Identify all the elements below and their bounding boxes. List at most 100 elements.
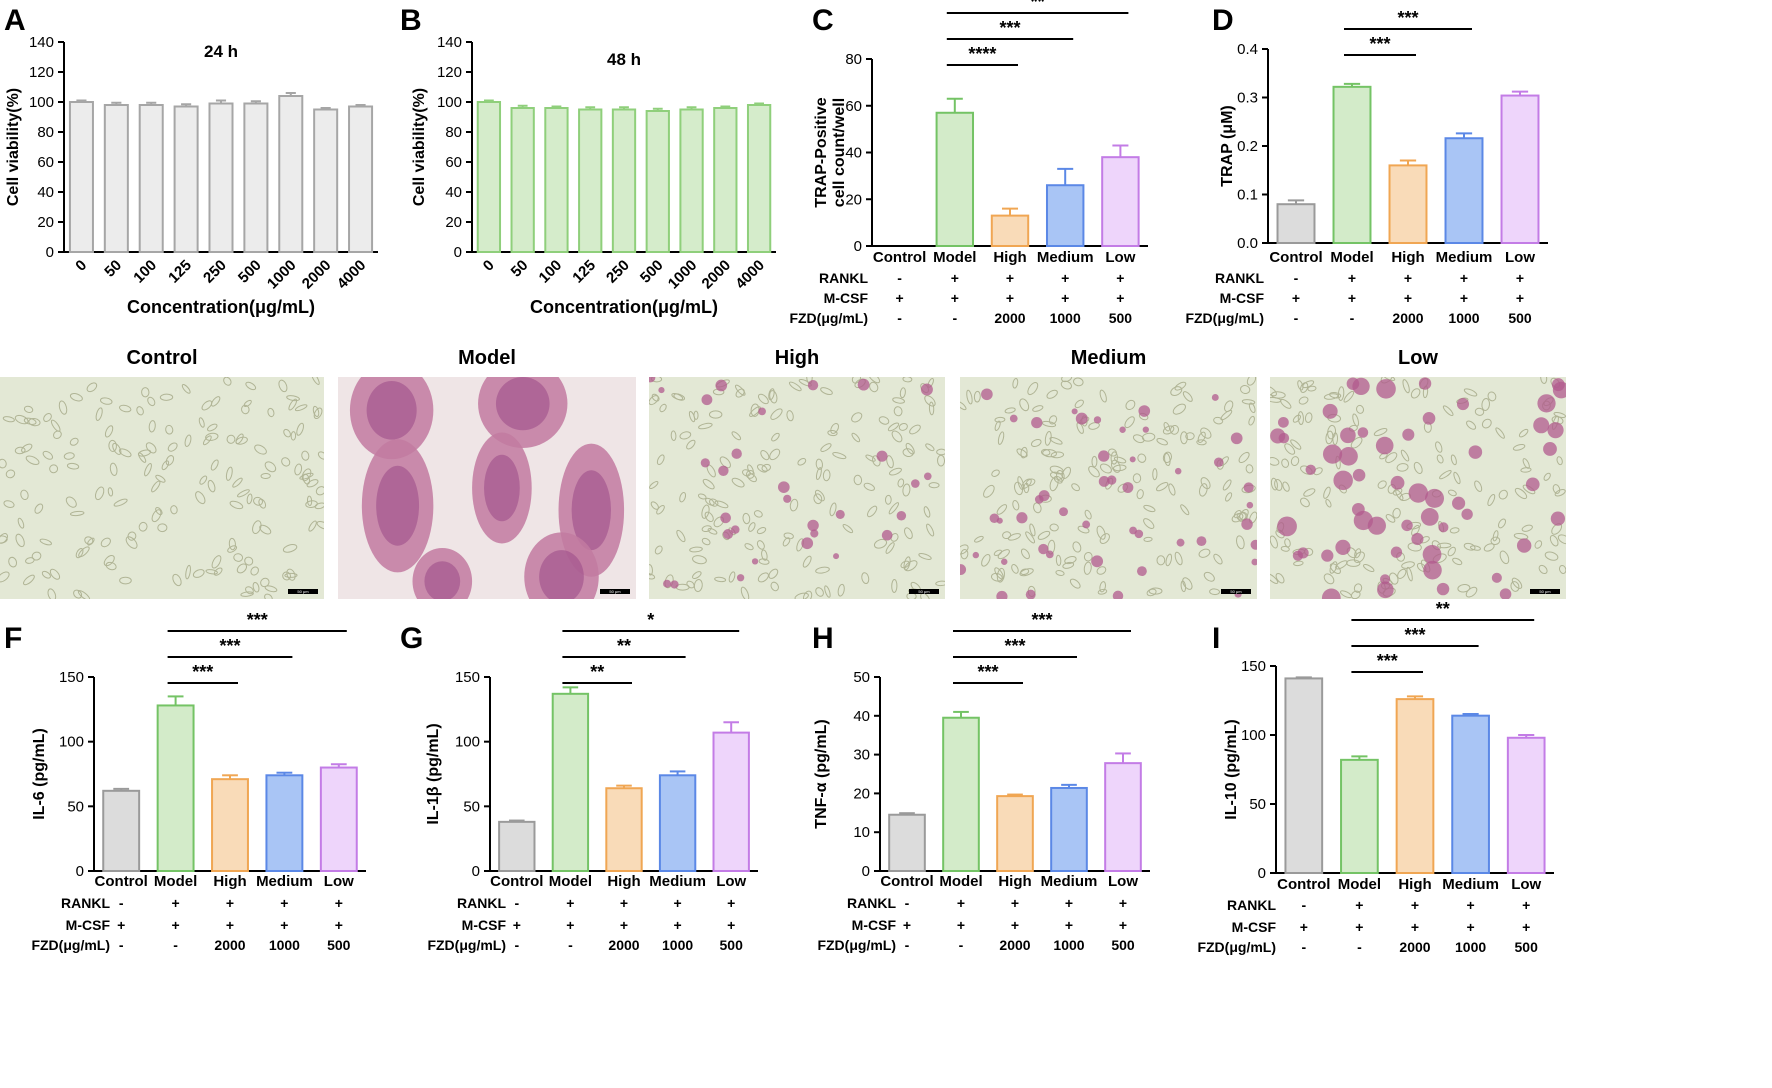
significance-label: *** [1369,34,1390,54]
table-cell: 1000 [1448,310,1479,326]
cell [1096,566,1107,575]
cell [649,564,653,576]
cell [69,510,85,517]
cell [753,510,763,518]
stained-cell [1243,482,1254,493]
cell [1083,561,1092,575]
stained-cell [1091,555,1104,568]
micrograph-label: High [775,347,819,369]
cell [1298,396,1309,405]
cell [1248,415,1255,426]
cell [259,524,272,535]
cell [1437,542,1452,549]
cell [1014,481,1023,496]
table-cell: 1000 [269,937,300,953]
y-axis-label: TRAP (μM) [1219,105,1236,186]
stained-cell [1241,518,1253,530]
cell [1300,382,1309,393]
y-axis-label: IL-1β (pg/mL) [425,723,442,824]
table-row-label: FZD(μg/mL) [427,937,506,953]
cell [39,538,52,546]
stained-cell [910,479,920,488]
cell [1540,377,1548,384]
cell [1213,416,1224,425]
x-tick-label: 50 [508,257,532,281]
chart-panel-B: B 0 20 40 60 80 100 120 140 Cell viability(%) 48 h… [400,4,776,317]
x-tick-label: 1000 [264,257,300,293]
cell [1495,427,1505,439]
stained-cell [835,509,845,519]
cell [1544,551,1559,561]
cell [1406,566,1413,582]
cell [155,507,163,516]
stained-cell [1411,532,1424,546]
stained-cell [1351,503,1365,516]
cell [769,448,781,461]
y-axis-label: TRAP-Positive [813,97,830,207]
stained-cell [1082,520,1091,529]
stained-cell [807,519,819,532]
micrograph-cells [1270,377,1566,599]
cell [1110,451,1118,465]
table-cell: - [905,895,910,911]
cell [53,430,62,439]
bar [265,774,304,872]
cell [282,571,292,581]
y-tick-label: 60 [37,154,54,171]
cell [749,406,761,417]
cell [756,540,765,550]
cell [14,446,26,455]
scale-bar [909,589,939,594]
stained-cell [658,387,665,394]
x-tick-label: Control [873,249,926,266]
cell [1512,444,1526,451]
stained-cell [751,558,759,565]
stained-cell [1025,589,1036,599]
stained-cell [1533,417,1550,434]
cell [728,571,736,583]
stained-cell [1305,464,1316,475]
cell [1466,420,1477,430]
cell [1132,434,1145,444]
cell [1385,452,1398,464]
cell [974,535,984,543]
cell [246,493,253,505]
cell [861,572,870,585]
x-tick-label: Model [939,873,982,890]
table-cell: + [727,917,735,933]
y-axis-label: cell count/well [831,98,848,207]
cell [282,544,298,553]
cell [1056,469,1065,482]
cell [148,420,156,433]
chart-panel-F: F 0 50 100 150 IL-6 (pg/mL) Control Model High Me… [4,610,366,953]
y-tick-label: 0.1 [1237,187,1258,204]
cell [820,443,832,452]
stained-cell [1543,442,1557,456]
stained-cell [960,564,967,576]
x-axis-label: Concentration(μg/mL) [530,297,718,317]
cell [1350,436,1363,449]
stained-cell [1038,490,1050,502]
y-tick-label: 150 [455,669,480,686]
table-cell: + [566,917,574,933]
cell [294,404,308,412]
cell [794,592,809,599]
bar [1332,85,1372,244]
cell [902,483,911,497]
table-row-label: RANKL [819,270,868,286]
cell [1343,390,1355,403]
cell [802,590,813,599]
stained-cell [1525,477,1540,492]
cell [1049,437,1063,445]
bar [278,95,304,253]
bar [103,104,129,253]
x-tick-label: Medium [1037,249,1094,266]
cell [1354,548,1362,559]
cell [1270,477,1278,491]
y-axis-label: TNF-α (pg/mL) [813,719,830,828]
stained-cell [810,529,819,538]
stained-cell [1401,519,1413,532]
cell [23,574,35,586]
scale-bar [600,589,630,594]
panel-letter: D [1212,4,1234,37]
